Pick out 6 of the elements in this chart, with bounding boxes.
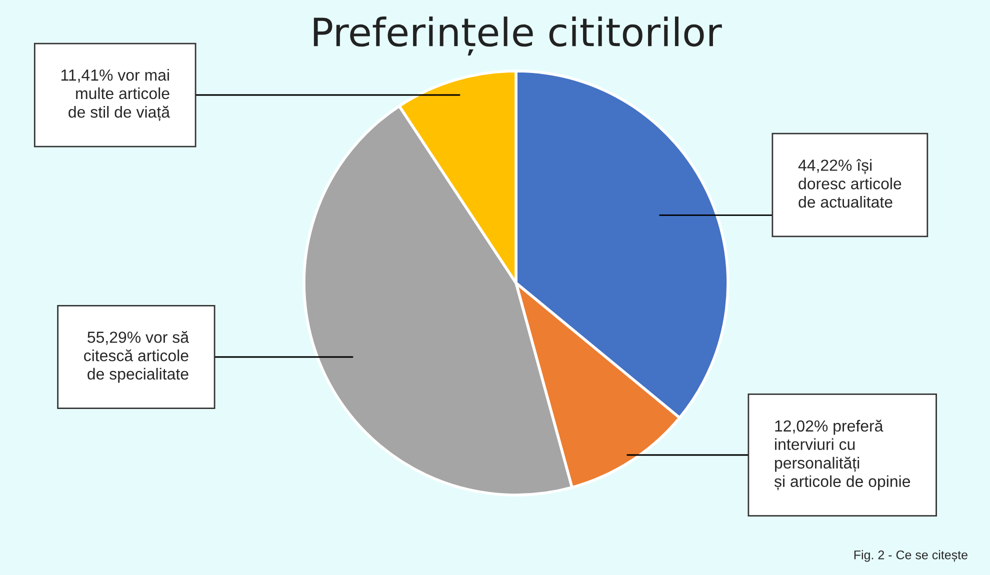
- caption: Fig. 2 - Ce se citește: [854, 550, 968, 562]
- chart-title: Preferințele cititorilor: [314, 16, 722, 56]
- slice-label: 44,22% își doresc articole de actualitate: [798, 159, 902, 208]
- slice-label: 12,02% preferă interviuri cu personalități și articole de opinie: [774, 420, 910, 490]
- slice-label: 55,29% vor să citescă articole de specialitate: [84, 330, 190, 383]
- slice-label: 11,41% vor mai multe articole de stil de viață: [61, 69, 170, 121]
